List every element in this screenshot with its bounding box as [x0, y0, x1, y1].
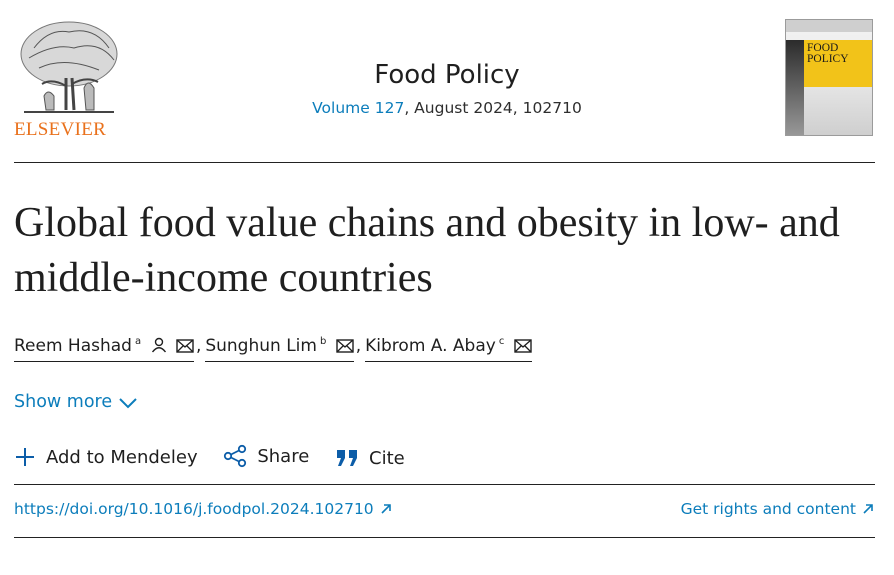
issue-info: , August 2024, 102710 — [404, 99, 582, 117]
cover-side-strip — [786, 40, 804, 135]
get-rights-text: Get rights and content — [680, 500, 856, 518]
share-label: Share — [257, 445, 310, 467]
header-divider — [14, 162, 875, 163]
author-name: Reem Hashad — [14, 336, 132, 356]
cover-title-line1: FOOD — [807, 42, 839, 54]
cover-title-block — [804, 40, 872, 87]
elsevier-logo[interactable] — [14, 18, 124, 140]
external-link-icon — [381, 504, 391, 514]
plus-icon — [16, 448, 34, 466]
author-link-hashad[interactable]: Reem Hashad a — [14, 336, 194, 362]
bottom-divider — [14, 537, 875, 538]
cover-title: FOOD POLICY — [807, 42, 849, 65]
journal-title[interactable]: Food Policy — [374, 60, 520, 90]
share-icon — [224, 444, 247, 468]
show-more-button[interactable]: Show more — [14, 392, 138, 412]
author-separator: , — [355, 336, 362, 356]
add-to-mendeley-label: Add to Mendeley — [46, 446, 198, 468]
cite-label: Cite — [369, 447, 405, 469]
volume-link[interactable]: Volume 127 — [312, 99, 405, 117]
author-separator: , — [195, 336, 202, 356]
author-name: Kibrom A. Abay — [365, 336, 496, 356]
author-affiliation: b — [319, 336, 327, 347]
author-link-lim[interactable]: Sunghun Lim b — [205, 336, 354, 362]
article-actions: Add to Mendeley Share Cite — [14, 444, 425, 473]
email-icon — [514, 338, 532, 358]
get-rights-link[interactable]: Get rights and content — [681, 500, 874, 518]
author-link-abay[interactable]: Kibrom A. Abay c — [365, 336, 532, 362]
doi-link[interactable]: https://doi.org/10.1016/j.foodpol.2024.1… — [14, 500, 392, 518]
email-icon — [336, 338, 354, 358]
cite-button[interactable]: Cite — [335, 448, 405, 469]
cover-title-line2: POLICY — [807, 53, 849, 65]
doi-text: https://doi.org/10.1016/j.foodpol.2024.1… — [14, 500, 374, 518]
author-affiliation: c — [498, 336, 505, 347]
author-list: Reem Hashad a , Sunghun Lim b , Kibrom A. … — [14, 336, 532, 362]
chevron-down-icon — [119, 398, 137, 409]
author-affiliation: a — [134, 336, 142, 347]
quote-icon — [337, 450, 358, 466]
journal-cover[interactable]: FOOD POLICY — [785, 19, 873, 136]
external-link-icon — [863, 504, 873, 514]
person-icon — [151, 337, 167, 358]
cover-top-band — [786, 20, 872, 32]
publisher-name: ELSEVIER — [14, 119, 107, 140]
journal-meta: Volume 127, August 2024, 102710 — [0, 99, 894, 117]
email-icon — [176, 338, 194, 358]
actions-divider — [14, 484, 875, 485]
show-more-label: Show more — [14, 392, 113, 412]
article-title: Global food value chains and obesity in … — [14, 200, 840, 301]
share-button[interactable]: Share — [223, 444, 309, 468]
elsevier-tree-logo-icon — [20, 21, 118, 113]
author-name: Sunghun Lim — [205, 336, 317, 356]
add-to-mendeley-button[interactable]: Add to Mendeley — [14, 446, 198, 468]
journal-header: Food Policy Volume 127, August 2024, 102… — [0, 60, 894, 117]
